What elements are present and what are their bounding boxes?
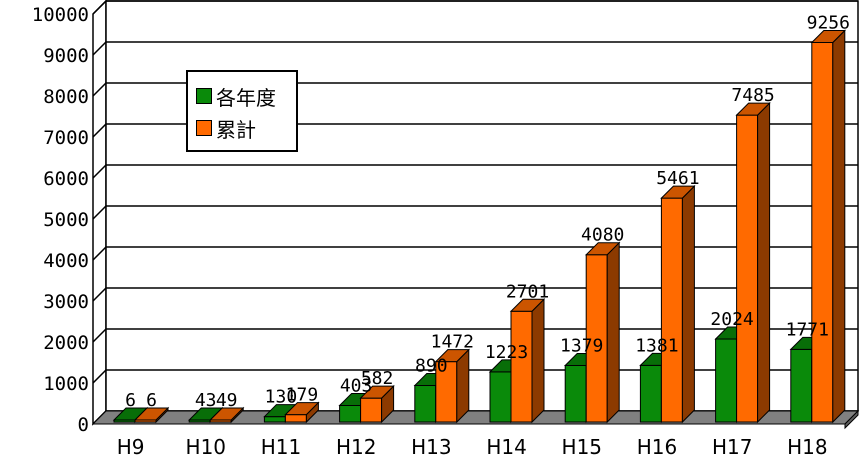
bar-top: [509, 298, 546, 312]
bar-front: [360, 397, 383, 423]
x-tick-label: H10: [186, 435, 227, 459]
data-label: 2024: [710, 309, 753, 330]
bar: [359, 384, 395, 424]
bar-front: [660, 197, 683, 423]
bar-front: [715, 338, 738, 423]
bar-top: [284, 402, 320, 416]
bar-front: [790, 348, 813, 423]
x-tick-label: H16: [637, 435, 678, 459]
data-label: 1472: [431, 332, 474, 353]
bar-front: [510, 310, 533, 423]
bar: [434, 348, 471, 424]
gridline: [92, 164, 858, 179]
legend: 各年度 累計: [186, 70, 298, 152]
bar-top: [133, 407, 170, 421]
bar-side: [681, 184, 695, 424]
y-tick-label: 5000: [43, 209, 89, 231]
data-label: 1223: [485, 342, 528, 363]
bar-front: [339, 404, 362, 423]
y-tick-label: 1000: [43, 373, 89, 395]
data-label: 1771: [786, 319, 829, 340]
data-label: 2701: [506, 281, 549, 302]
bar-top: [434, 349, 471, 363]
gridline: [92, 82, 858, 97]
bar-side: [757, 101, 771, 424]
bar-front: [414, 385, 437, 423]
data-label: 1379: [560, 335, 603, 356]
gridline: [92, 205, 858, 220]
x-axis-ticks: H9 H10 H11 H12 H13 H14 H15 H16 H17 H18: [117, 435, 828, 459]
bar-front: [736, 114, 759, 423]
y-axis-ticks: 0 1000 2000 3000 4000 5000 6000 7000 8000 9000 100…: [32, 4, 89, 436]
bar-front: [263, 416, 286, 423]
bar-front: [564, 364, 587, 423]
x-tick-label: H12: [336, 435, 377, 459]
bar-front: [639, 364, 662, 423]
bar: [133, 406, 170, 424]
y-tick-label: 8000: [43, 86, 89, 108]
bar: [584, 241, 621, 424]
bar-side: [606, 241, 620, 424]
data-label: 6: [125, 390, 136, 411]
legend-swatch-annual: [196, 88, 212, 104]
x-tick-label: H14: [486, 435, 527, 459]
y-tick-label: 2000: [43, 332, 89, 354]
data-label: 890: [415, 356, 448, 377]
legend-label-annual: 各年度: [216, 85, 276, 110]
bar-top: [359, 385, 395, 399]
data-label: 4080: [581, 225, 624, 246]
bar: [660, 184, 696, 424]
bar: [509, 298, 546, 424]
legend-item-cumulative: 累計: [196, 112, 296, 144]
bar-side: [531, 298, 545, 424]
bar: [284, 401, 320, 424]
y-tick-label: 4000: [43, 250, 89, 272]
bar-top: [810, 30, 847, 44]
legend-swatch-cumulative: [196, 120, 212, 136]
y-tick-label: 3000: [43, 291, 89, 313]
bar-top: [660, 185, 696, 199]
y-tick-label: 9000: [43, 45, 89, 67]
data-label: 403: [340, 375, 373, 396]
x-tick-label: H18: [787, 435, 828, 459]
bar: [735, 101, 771, 424]
y-tick-label: 10000: [32, 4, 89, 26]
y-tick-label: 6000: [43, 168, 89, 190]
legend-label-cumulative: 累計: [216, 117, 256, 142]
bar-front: [489, 371, 512, 423]
data-label: 7485: [731, 85, 774, 106]
x-tick-label: H13: [411, 435, 452, 459]
data-label: 179: [286, 385, 319, 406]
floor-edge: [844, 409, 859, 430]
y-tick-label: 0: [78, 414, 89, 436]
bar-top: [584, 242, 621, 256]
bar: [810, 29, 847, 424]
data-label: 1381: [635, 335, 678, 356]
x-tick-label: H9: [117, 435, 145, 459]
data-label: 582: [361, 368, 394, 389]
data-label: 49: [216, 390, 238, 411]
data-label: 6: [146, 390, 157, 411]
gridline: [92, 123, 858, 138]
bar-top: [208, 407, 245, 421]
data-label: 43: [195, 390, 217, 411]
legend-item-annual: 各年度: [196, 80, 296, 112]
y-tick-label: 7000: [43, 127, 89, 149]
data-label: 5461: [656, 168, 699, 189]
x-tick-label: H17: [712, 435, 753, 459]
x-tick-label: H11: [261, 435, 302, 459]
gridline: [92, 0, 858, 15]
bars: [112, 29, 847, 424]
bar-front: [284, 414, 307, 423]
bar-side: [832, 29, 846, 424]
x-tick-label: H15: [562, 435, 603, 459]
gridline: [92, 41, 858, 56]
data-label: 9256: [807, 13, 850, 34]
bar-front: [811, 42, 834, 423]
bar: [208, 406, 245, 424]
data-label: 130: [265, 387, 298, 408]
bar-top: [735, 102, 771, 116]
